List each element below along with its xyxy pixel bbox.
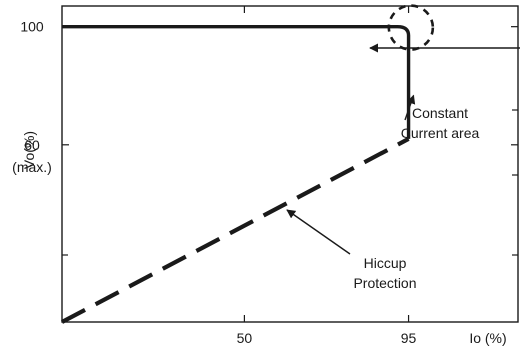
y-tick-label-1: 60 [24, 137, 40, 153]
annotation-layer: Constant Current area Hiccup Protection [286, 4, 520, 291]
constant-current-label-line-1: Current area [401, 125, 480, 141]
output-voltage-line [62, 24, 411, 139]
x-tick-label-1: 95 [401, 330, 417, 346]
hiccup-dashed-line [61, 137, 410, 324]
y-tick-label-0: 100 [20, 19, 44, 35]
hiccup-arrow [286, 209, 351, 255]
axis-labels: 50 95 100 60 (max.) [12, 19, 416, 346]
hiccup-label-line-1: Protection [353, 275, 416, 291]
hiccup-label-line-0: Hiccup [364, 255, 407, 271]
x-tick-label-0: 50 [237, 330, 253, 346]
axis-ticks [62, 6, 518, 322]
y-axis-label: Vo(%) [21, 131, 37, 169]
constant-current-label-line-0: Constant [412, 105, 468, 121]
series-layer [61, 24, 411, 324]
y-tick-sublabel-1: (max.) [12, 159, 52, 175]
constant-current-arrow [404, 94, 416, 121]
plot-frame [61, 5, 519, 323]
knee-highlight-circle [387, 4, 435, 51]
x-axis-label: Io (%) [469, 330, 506, 346]
